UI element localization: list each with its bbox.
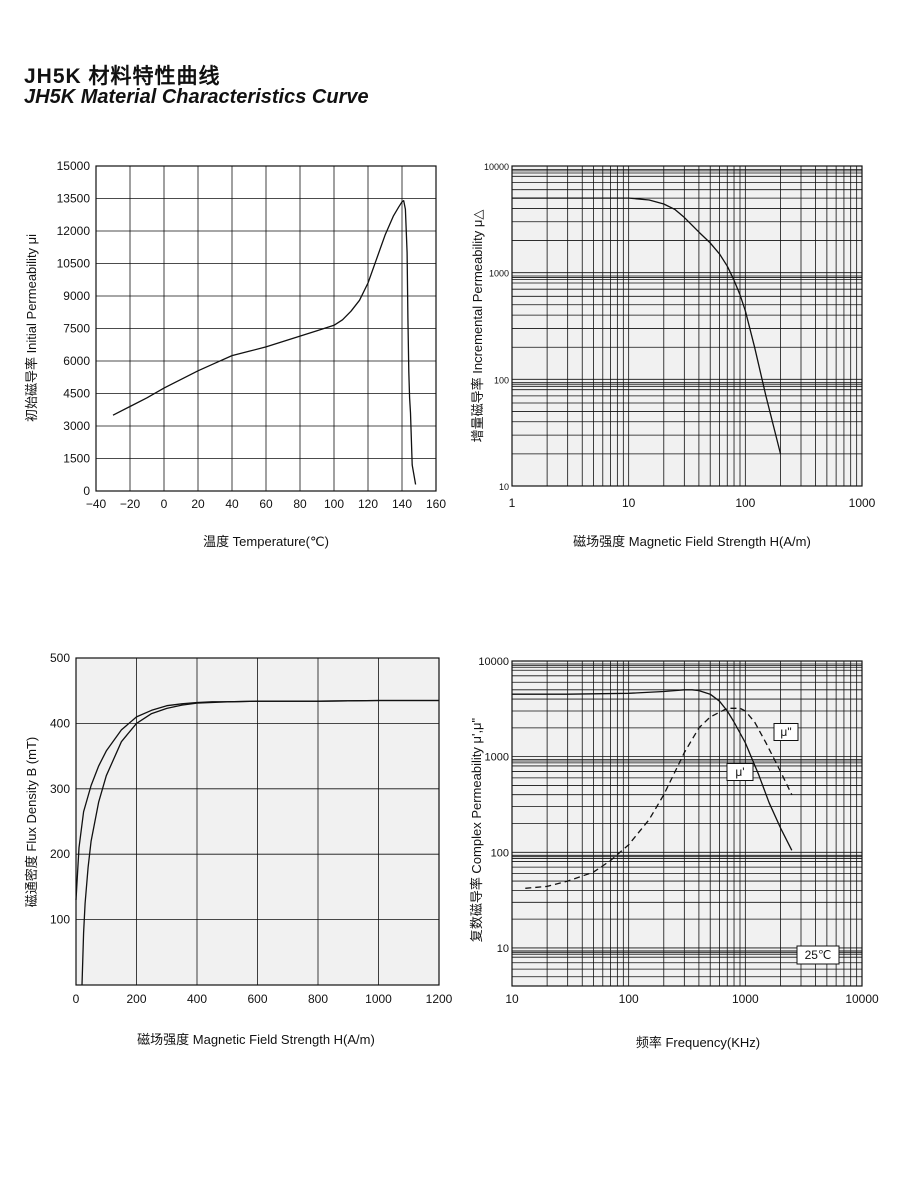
x-tick-label: 1000: [365, 992, 392, 1006]
y-axis-label: 复数磁导率 Complex Permeability μ',μ": [469, 717, 484, 942]
page-title-en: JH5K Material Characteristics Curve: [24, 86, 369, 108]
page-title-cn: JH5K 材料特性曲线: [24, 65, 221, 88]
x-tick-label: 1: [509, 496, 516, 510]
y-tick-label: 6000: [63, 354, 90, 368]
y-tick-label: 12000: [57, 224, 91, 238]
y-tick-label: 100: [491, 847, 509, 859]
x-tick-label: 100: [735, 496, 755, 510]
series-line-1: [512, 689, 793, 851]
grid: [512, 166, 862, 486]
x-tick-label: 40: [225, 497, 239, 511]
x-tick-label: 10: [622, 496, 636, 510]
y-tick-label: 10500: [57, 257, 91, 271]
annotation-box: [773, 723, 799, 741]
y-tick-label: 15000: [57, 159, 91, 173]
x-tick-label: 120: [358, 497, 378, 511]
y-tick-label: 500: [50, 651, 70, 665]
y-axis-label: 初始磁导率 Initial Permeability μi: [24, 234, 39, 422]
plot-area: [511, 165, 863, 487]
y-tick-label: 200: [50, 847, 70, 861]
annotation-label: 25℃: [805, 948, 832, 962]
x-tick-label: 20: [191, 497, 205, 511]
x-axis-label: 磁场强度 Magnetic Field Strength H(A/m): [137, 1032, 375, 1047]
grid: [95, 165, 437, 492]
annotation-box: [726, 763, 754, 781]
grid: [75, 657, 440, 985]
y-tick-label: 13500: [57, 192, 91, 206]
x-tick-label: 1000: [849, 496, 876, 510]
y-tick-label: 3000: [63, 419, 90, 433]
y-tick-label: 0: [83, 484, 90, 498]
chart-4: 10 100 1000 10000 10 100 1000 10000 频率 Frequency…: [469, 656, 879, 1050]
x-tick-label: 0: [161, 497, 168, 511]
y-tick-label: 10: [497, 943, 509, 955]
x-tick-label: 60: [259, 497, 273, 511]
y-tick-label: 100: [494, 375, 509, 385]
y-tick-label: 100: [50, 913, 70, 927]
x-tick-label: 100: [619, 992, 639, 1006]
x-tick-label: −20: [120, 497, 141, 511]
y-tick-label: 1000: [485, 752, 509, 764]
x-tick-label: 10: [505, 992, 519, 1006]
x-tick-label: 1200: [426, 992, 453, 1006]
x-tick-label: 10000: [845, 992, 879, 1006]
y-tick-label: 300: [50, 782, 70, 796]
y-tick-label: 7500: [63, 322, 90, 336]
y-tick-label: 10000: [478, 656, 509, 668]
x-tick-label: 600: [247, 992, 267, 1006]
x-tick-label: 140: [392, 497, 412, 511]
y-tick-label: 10000: [484, 162, 509, 172]
annotation-label: μ": [780, 725, 791, 739]
grid: [512, 661, 862, 986]
x-tick-label: 200: [126, 992, 146, 1006]
annotation-label: μ': [735, 765, 744, 779]
x-tick-label: 400: [187, 992, 207, 1006]
y-axis-label: 磁通密度 Flux Density B (mT): [24, 737, 39, 907]
chart-3: 100 200 300 400 500 0 200 400 600 800 1000 1200 磁场强度…: [24, 651, 453, 1047]
x-axis-label: 温度 Temperature(℃): [203, 534, 329, 549]
x-tick-label: 0: [73, 992, 80, 1006]
y-tick-label: 4500: [63, 387, 90, 401]
x-tick-label: −40: [86, 497, 107, 511]
y-tick-label: 1500: [63, 452, 90, 466]
chart-1: 0 1500 3000 4500 6000 7500 9000 10500 12000 13500…: [24, 159, 446, 549]
x-tick-label: 100: [324, 497, 344, 511]
x-axis-label: 频率 Frequency(KHz): [636, 1035, 760, 1050]
y-tick-label: 10: [499, 482, 509, 492]
series-line-2: [525, 707, 793, 889]
x-tick-label: 160: [426, 497, 446, 511]
x-axis-label: 磁场强度 Magnetic Field Strength H(A/m): [573, 534, 811, 549]
series-line-1: [512, 197, 782, 455]
x-tick-label: 800: [308, 992, 328, 1006]
y-tick-label: 400: [50, 716, 70, 730]
x-tick-label: 1000: [732, 992, 759, 1006]
y-tick-label: 9000: [63, 289, 90, 303]
series-line-1: [112, 200, 417, 485]
annotation-box: [796, 945, 840, 965]
y-tick-label: 1000: [489, 269, 509, 279]
x-tick-label: 80: [293, 497, 307, 511]
y-axis-label: 增量磁导率 Incremental Permeability μ△: [470, 210, 485, 443]
series-line-2: [81, 699, 439, 986]
